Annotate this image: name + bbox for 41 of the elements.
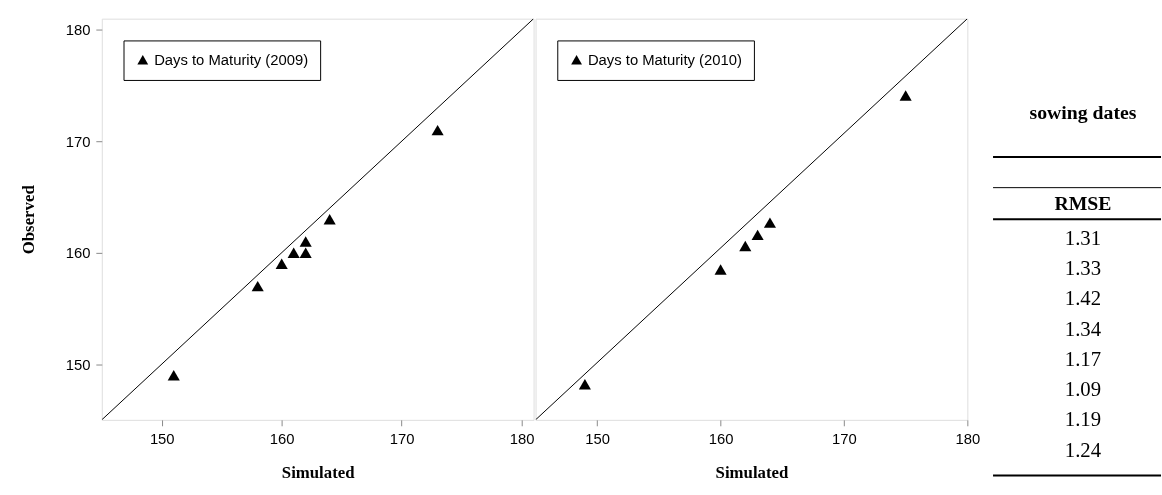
point: [167, 370, 180, 381]
text: 1.34: [1064, 317, 1102, 340]
text: 1.33: [1064, 257, 1102, 280]
point: [299, 247, 312, 258]
text: sowing dates: [1029, 101, 1137, 124]
x-tick-label: 160: [708, 431, 734, 448]
y-axis-title: Observed: [19, 184, 39, 255]
y-tick-label: 170: [65, 133, 91, 150]
y-tick-label: 150: [65, 356, 91, 373]
point: [578, 378, 591, 390]
x-axis-title: Simulated: [281, 462, 356, 482]
point: [275, 258, 288, 270]
point: [714, 264, 727, 275]
point: [751, 229, 764, 241]
x-tick-label: 150: [149, 431, 175, 448]
point: [323, 214, 336, 225]
x-tick-label: 170: [832, 431, 857, 448]
text: 1.17: [1064, 347, 1102, 370]
text: 1.31: [1064, 226, 1102, 249]
text: 1.42: [1064, 287, 1102, 310]
y-tick-label: 180: [65, 22, 91, 39]
x-tick-label: 180: [955, 431, 981, 448]
x-tick-label: 170: [389, 431, 415, 448]
legend-label: Days to Maturity (2010): [587, 51, 742, 68]
x-tick-label: 180: [509, 431, 535, 448]
point: [299, 236, 312, 247]
point: [431, 124, 444, 136]
legend-label: Days to Maturity (2009): [154, 51, 309, 68]
text: 1.19: [1064, 408, 1102, 431]
point: [251, 280, 264, 292]
point: [763, 217, 776, 228]
text: 1.24: [1064, 438, 1102, 461]
point: [899, 90, 912, 101]
text: 1.09: [1064, 378, 1102, 401]
x-axis-title: Simulated: [715, 462, 789, 482]
text: RMSE: [1054, 192, 1112, 215]
x-tick-label: 150: [585, 431, 611, 448]
x-tick-label: 160: [269, 431, 295, 448]
point: [287, 247, 300, 258]
point: [739, 240, 752, 252]
y-tick-label: 160: [65, 245, 91, 262]
